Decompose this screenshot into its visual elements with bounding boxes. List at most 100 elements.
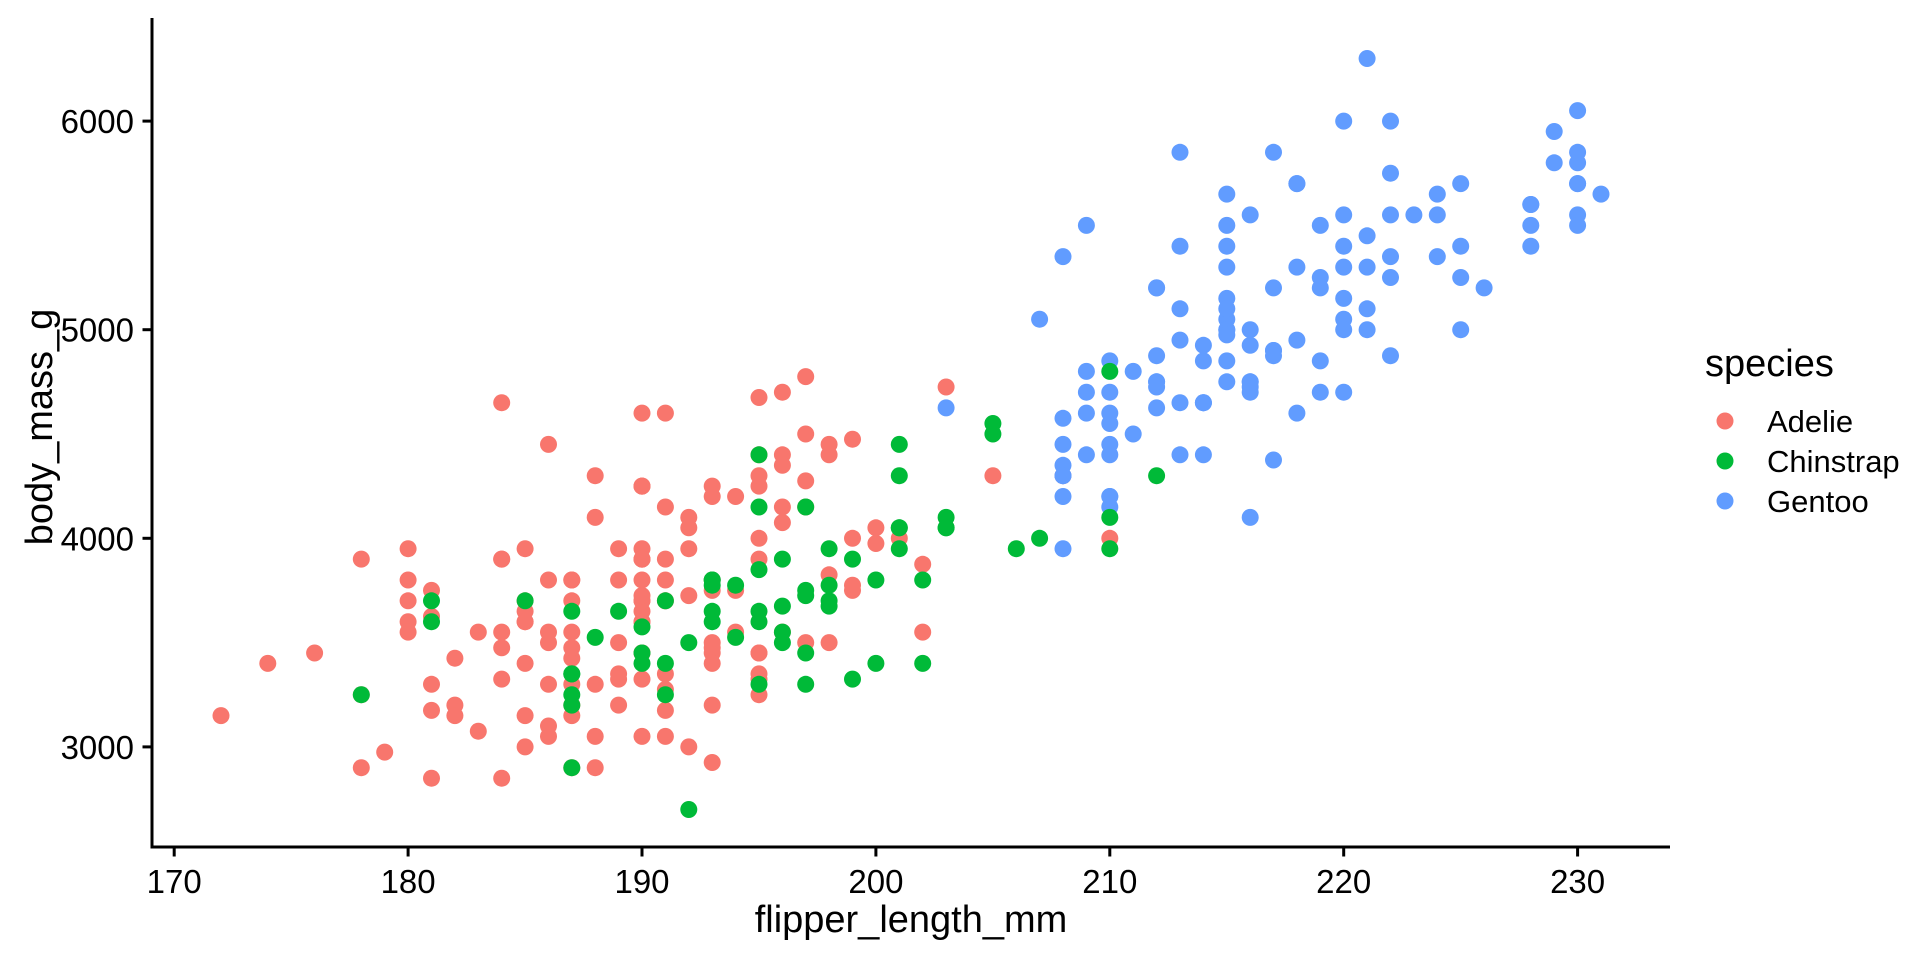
point-adelie: [844, 430, 861, 448]
point-adelie: [797, 425, 815, 443]
point-chinstrap: [750, 561, 768, 579]
point-chinstrap: [586, 628, 604, 646]
point-adelie: [797, 472, 815, 490]
point-adelie: [656, 498, 674, 516]
point-adelie: [633, 550, 651, 568]
point-gentoo: [1428, 185, 1446, 203]
point-gentoo: [1077, 383, 1095, 401]
point-gentoo: [1592, 185, 1610, 203]
point-adelie: [984, 467, 1002, 485]
point-gentoo: [1335, 289, 1353, 307]
point-gentoo: [1101, 404, 1119, 422]
point-adelie: [469, 623, 487, 641]
point-adelie: [773, 456, 791, 474]
x-tick-label: 210: [1082, 863, 1137, 900]
point-chinstrap: [797, 581, 815, 599]
point-gentoo: [1358, 258, 1376, 276]
point-adelie: [680, 540, 698, 558]
point-adelie: [633, 404, 651, 422]
point-adelie: [844, 529, 861, 547]
point-chinstrap: [563, 602, 581, 620]
point-gentoo: [1569, 102, 1587, 120]
point-gentoo: [1194, 394, 1212, 412]
y-tick-label: 6000: [61, 103, 134, 140]
legend-title: species: [1705, 343, 1834, 385]
point-chinstrap: [423, 592, 440, 610]
point-gentoo: [1148, 373, 1166, 391]
point-gentoo: [1218, 373, 1236, 391]
point-gentoo: [1218, 185, 1236, 203]
point-chinstrap: [773, 597, 791, 615]
point-adelie: [633, 587, 651, 605]
point-chinstrap: [1101, 540, 1119, 558]
point-adelie: [914, 623, 932, 641]
point-adelie: [399, 623, 417, 641]
point-adelie: [703, 477, 721, 495]
point-gentoo: [1077, 446, 1095, 464]
point-gentoo: [1335, 206, 1353, 224]
point-chinstrap: [1031, 529, 1049, 547]
point-chinstrap: [423, 613, 440, 631]
point-adelie: [820, 634, 838, 652]
point-chinstrap: [656, 686, 674, 704]
point-gentoo: [1569, 175, 1587, 193]
point-adelie: [633, 727, 651, 745]
point-adelie: [680, 508, 698, 526]
point-adelie: [703, 696, 721, 714]
point-adelie: [212, 707, 230, 725]
point-gentoo: [1218, 352, 1236, 370]
point-adelie: [656, 571, 674, 589]
point-gentoo: [1545, 154, 1563, 172]
point-gentoo: [1569, 216, 1587, 234]
point-gentoo: [1335, 321, 1353, 339]
point-gentoo: [1358, 321, 1376, 339]
point-chinstrap: [727, 628, 745, 646]
point-gentoo: [1452, 321, 1470, 339]
point-chinstrap: [773, 634, 791, 652]
point-adelie: [633, 670, 651, 688]
point-chinstrap: [563, 665, 581, 683]
y-axis-title: body_mass_g: [19, 309, 61, 546]
point-adelie: [516, 654, 534, 672]
point-gentoo: [1265, 279, 1282, 297]
point-gentoo: [1171, 300, 1189, 318]
y-axis-ticks: 3000 4000 5000 6000: [61, 103, 152, 766]
point-chinstrap: [844, 670, 861, 688]
point-gentoo: [1311, 352, 1329, 370]
legend-swatch-adelie: [1716, 412, 1734, 430]
point-chinstrap: [867, 571, 885, 589]
point-chinstrap: [610, 602, 628, 620]
point-adelie: [540, 571, 557, 589]
point-adelie: [399, 592, 417, 610]
point-chinstrap: [1101, 362, 1119, 380]
point-chinstrap: [750, 498, 768, 516]
point-adelie: [703, 634, 721, 652]
point-gentoo: [1241, 508, 1259, 526]
point-gentoo: [1171, 331, 1189, 349]
point-adelie: [423, 675, 440, 693]
point-gentoo: [1218, 326, 1236, 344]
point-chinstrap: [797, 498, 815, 516]
point-gentoo: [1171, 446, 1189, 464]
point-adelie: [423, 701, 440, 719]
point-gentoo: [1124, 362, 1142, 380]
point-adelie: [610, 540, 628, 558]
point-chinstrap: [680, 634, 698, 652]
point-chinstrap: [352, 686, 370, 704]
y-tick-label: 4000: [61, 520, 134, 557]
point-gentoo: [1218, 216, 1236, 234]
axes: 170 180 190 200 210 220 230 3000 4000 5000 6000 f…: [19, 18, 1670, 941]
point-adelie: [656, 550, 674, 568]
point-chinstrap: [984, 425, 1002, 443]
legend: species Adelie Chinstrap Gentoo: [1705, 343, 1900, 519]
point-gentoo: [1194, 336, 1212, 354]
point-adelie: [656, 701, 674, 719]
point-gentoo: [1358, 227, 1376, 245]
point-gentoo: [1054, 467, 1072, 485]
point-gentoo: [1382, 206, 1399, 224]
point-adelie: [493, 639, 511, 657]
point-gentoo: [1031, 310, 1049, 328]
point-adelie: [563, 623, 581, 641]
point-gentoo: [1545, 123, 1563, 140]
